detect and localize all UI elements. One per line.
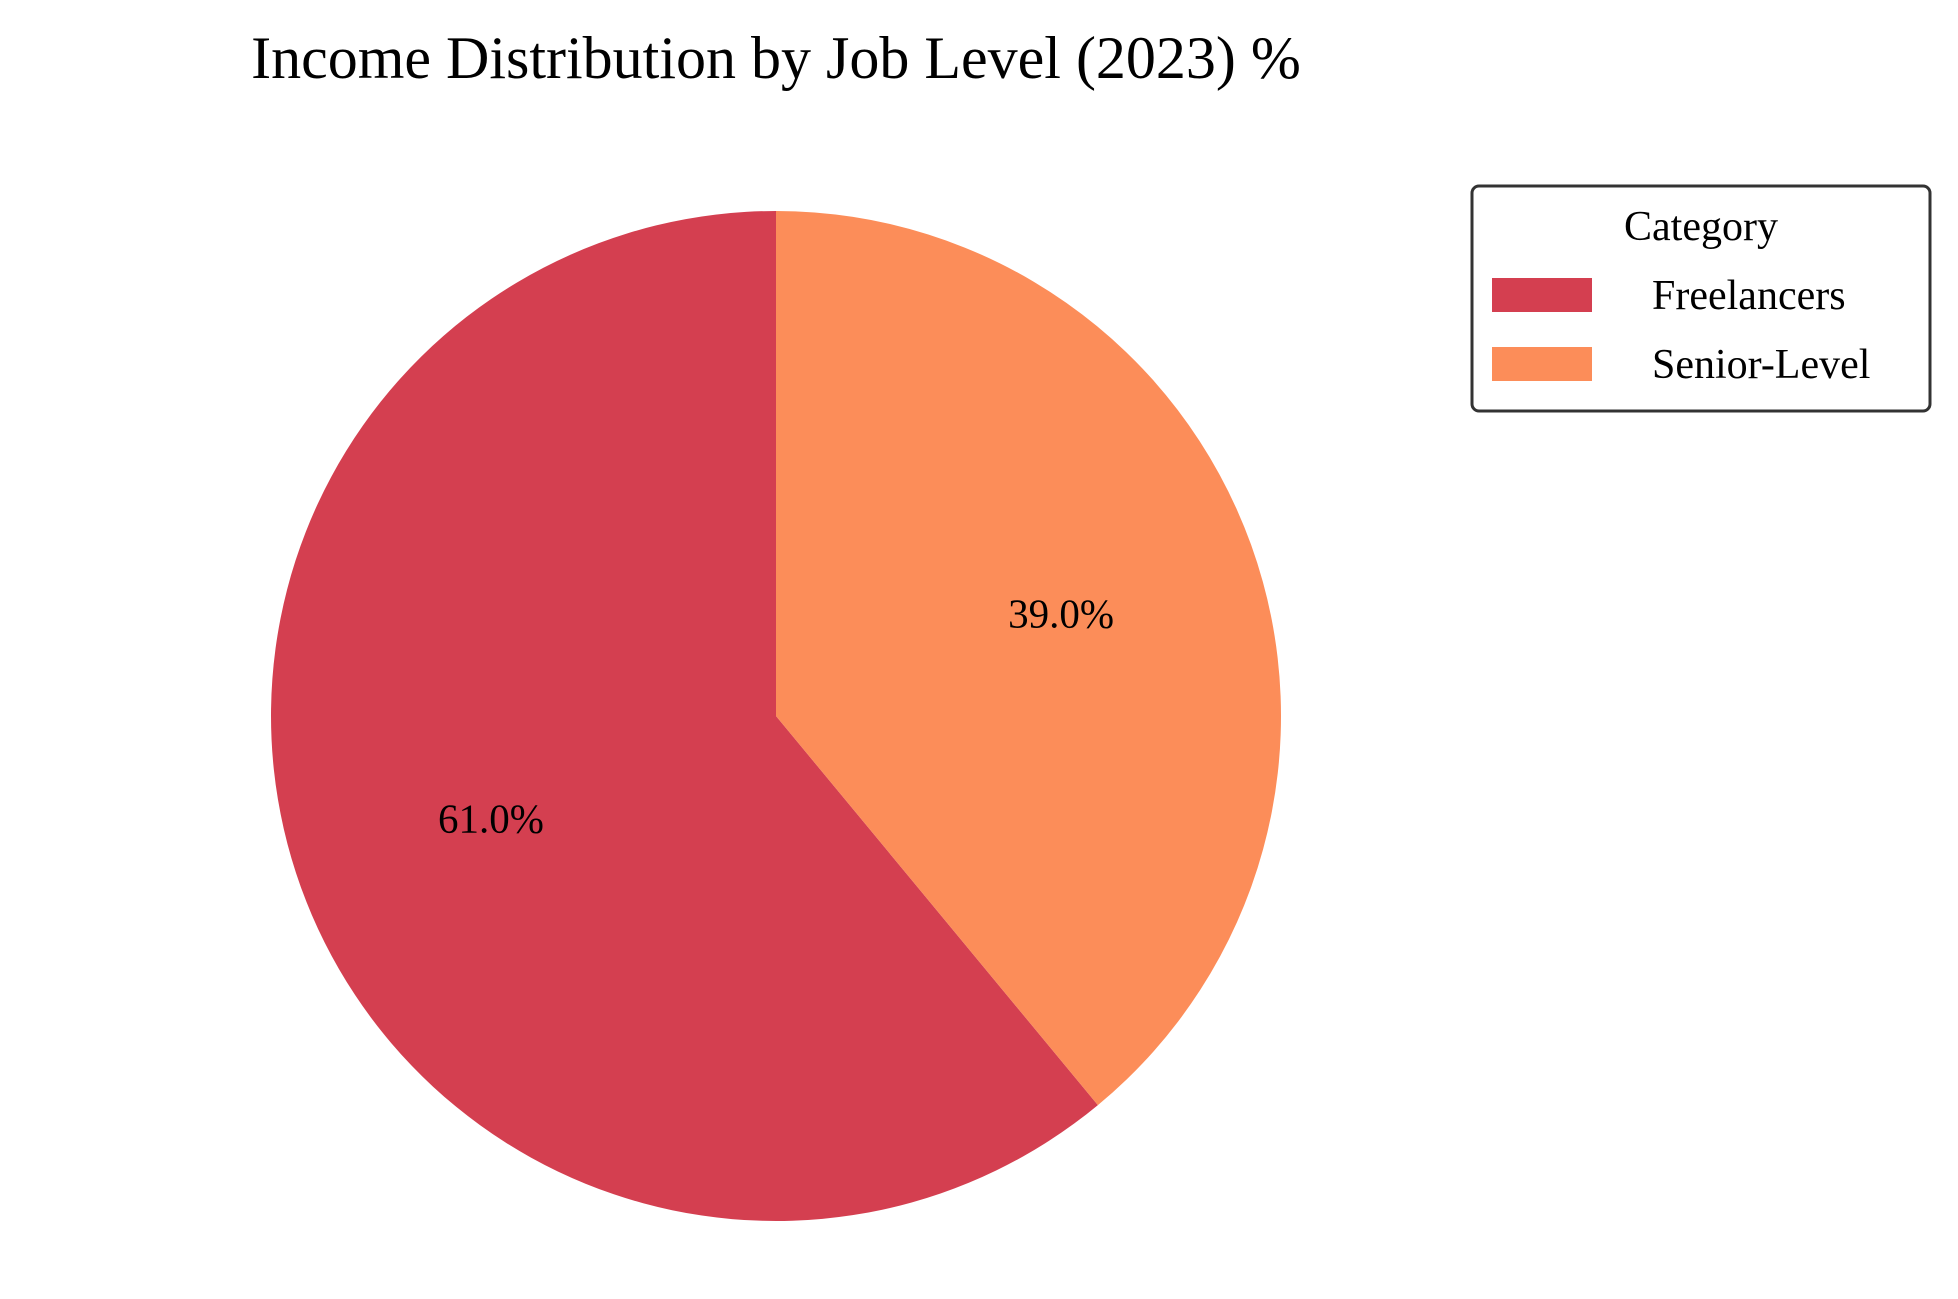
pie-slice-labels: 61.0% 39.0%: [438, 590, 1114, 841]
pie-slice-senior-level: [776, 211, 1282, 1106]
pie-label-senior-level: 39.0%: [1008, 590, 1114, 636]
legend: Category Freelancers Senior-Level: [1470, 184, 1932, 413]
chart-title: Income Distribution by Job Level (2023) …: [251, 25, 1301, 91]
legend-items: Freelancers Senior-Level: [1492, 273, 1870, 388]
legend-title: Category: [1624, 204, 1778, 250]
legend-swatch-freelancers: [1492, 278, 1592, 312]
legend-label-freelancers: Freelancers: [1652, 273, 1846, 319]
pie-label-freelancers: 61.0%: [438, 796, 544, 842]
pie-slices: [271, 211, 1282, 1222]
pie-slice-freelancers: [271, 211, 1098, 1222]
legend-swatch-senior-level: [1492, 347, 1592, 381]
legend-label-senior-level: Senior-Level: [1652, 342, 1870, 388]
